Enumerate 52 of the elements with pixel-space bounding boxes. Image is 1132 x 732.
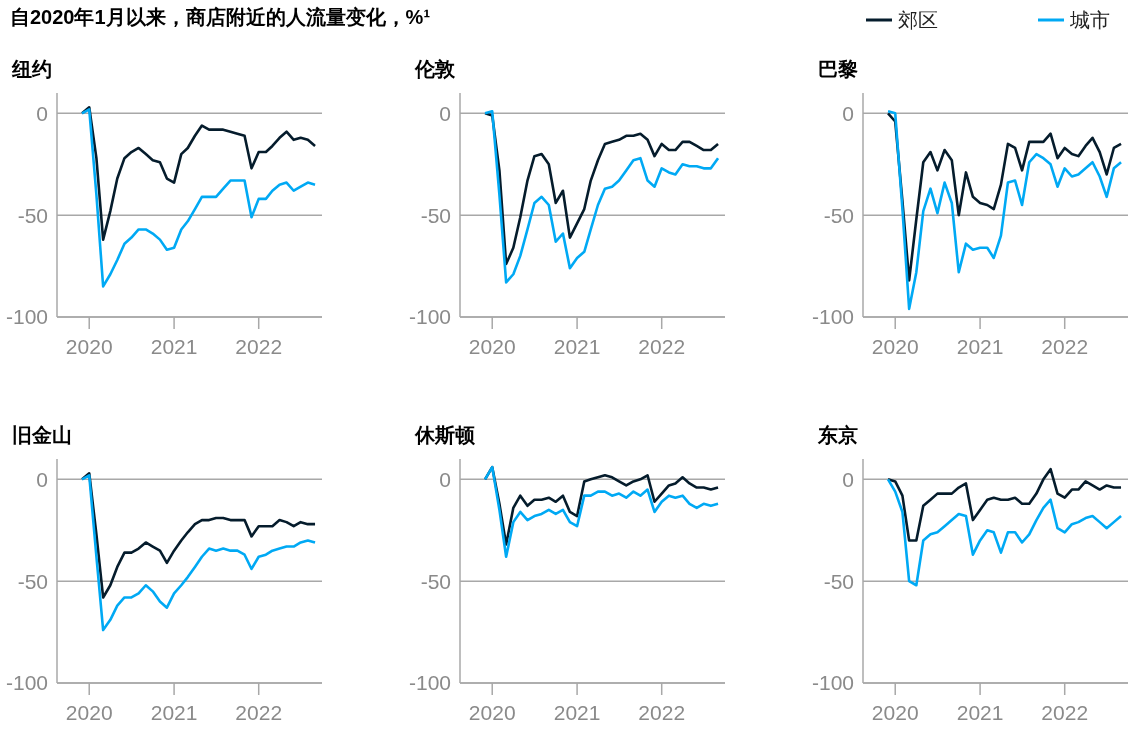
line-series <box>80 105 317 241</box>
x-tick-label: 2020 <box>65 334 113 358</box>
x-tick-label: 2022 <box>235 334 283 358</box>
text: 自2020年1月以来，商店附近的人流量变化，%¹ <box>10 5 431 29</box>
y-tick-label: 0 <box>36 467 48 491</box>
x-tick-label: 2022 <box>638 334 686 358</box>
x-tick-label: 2020 <box>871 334 919 358</box>
y-tick-label: -100 <box>408 671 451 695</box>
x-tick-label: 2020 <box>468 700 516 724</box>
x-tick-label: 2020 <box>468 334 516 358</box>
y-tick-label: -100 <box>811 305 854 329</box>
chart-title: 休斯顿 <box>415 423 475 447</box>
x-tick-label: 2020 <box>871 700 919 724</box>
y-tick-label: -50 <box>420 569 451 593</box>
y-tick-label: 0 <box>439 467 451 491</box>
x-tick-label: 2021 <box>956 700 1004 724</box>
y-tick-label: 0 <box>36 101 48 125</box>
y-tick-label: -50 <box>420 203 451 227</box>
chart-title: 旧金山 <box>12 423 72 447</box>
x-tick-label: 2020 <box>65 700 113 724</box>
y-tick-label: -100 <box>5 305 48 329</box>
legend-label: 城市 <box>1070 8 1110 32</box>
y-tick-label: -100 <box>5 671 48 695</box>
y-tick-label: 0 <box>842 101 854 125</box>
y-tick-label: -50 <box>823 569 854 593</box>
line-series <box>886 110 1123 311</box>
y-tick-label: -50 <box>17 203 48 227</box>
chart-title: 东京 <box>818 423 858 447</box>
x-tick-label: 2022 <box>638 700 686 724</box>
y-tick-label: 0 <box>439 101 451 125</box>
chart-title: 纽约 <box>12 57 52 81</box>
y-tick-label: 0 <box>842 467 854 491</box>
line-series <box>80 471 317 599</box>
line-series <box>80 107 317 288</box>
x-tick-label: 2022 <box>1041 334 1089 358</box>
x-tick-label: 2021 <box>553 700 601 724</box>
line-series <box>80 473 317 632</box>
x-tick-label: 2021 <box>150 700 198 724</box>
line-series <box>886 478 1123 587</box>
x-tick-label: 2022 <box>235 700 283 724</box>
legend-label: 郊区 <box>898 8 938 32</box>
y-tick-label: -50 <box>823 203 854 227</box>
x-tick-label: 2021 <box>150 334 198 358</box>
x-tick-label: 2021 <box>956 334 1004 358</box>
chart-title: 伦敦 <box>415 57 455 81</box>
x-tick-label: 2022 <box>1041 700 1089 724</box>
line-series <box>886 467 1123 542</box>
y-tick-label: -100 <box>811 671 854 695</box>
x-tick-label: 2021 <box>553 334 601 358</box>
y-tick-label: -100 <box>408 305 451 329</box>
chart-title: 巴黎 <box>818 57 858 81</box>
y-tick-label: -50 <box>17 569 48 593</box>
